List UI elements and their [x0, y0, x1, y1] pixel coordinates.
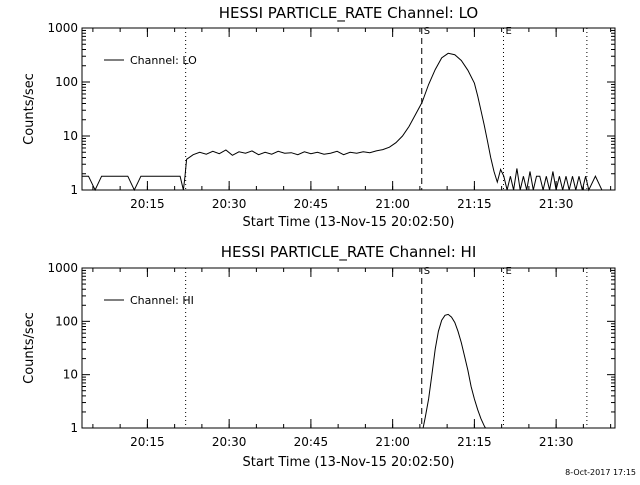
x-tick-label: 20:15	[130, 435, 165, 449]
time-marker-label: S	[424, 26, 430, 37]
y-axis-label: Counts/sec	[22, 73, 37, 145]
x-axis-label: Start Time (13-Nov-15 20:02:50)	[243, 455, 455, 470]
x-tick-label: 20:45	[294, 435, 329, 449]
x-tick-label: 21:15	[457, 435, 492, 449]
series-line	[82, 52, 615, 192]
time-marker-label: S	[424, 266, 430, 277]
x-tick-label: 20:30	[212, 197, 247, 211]
x-tick-label: 21:30	[539, 197, 574, 211]
y-tick-label: 100	[55, 314, 78, 328]
legend-label: Channel: HI	[130, 294, 194, 307]
y-tick-label: 1000	[47, 261, 78, 275]
time-marker-label: E	[505, 266, 511, 277]
y-tick-label: 1	[70, 421, 78, 435]
x-tick-label: 20:45	[294, 197, 329, 211]
plot-frame	[81, 267, 616, 429]
x-tick-label: 21:30	[539, 435, 574, 449]
x-tick-label: 20:30	[212, 435, 247, 449]
y-tick-label: 1000	[47, 21, 78, 35]
x-tick-label: 20:15	[130, 197, 165, 211]
y-tick-label: 100	[55, 75, 78, 89]
footer-timestamp: 8-Oct-2017 17:15	[565, 468, 636, 477]
chart-panel-hi: HESSI PARTICLE_RATE Channel: HI 1 10 100 100…	[22, 243, 616, 470]
y-axis-label: Counts/sec	[22, 312, 37, 384]
chart-panel-lo: HESSI PARTICLE_RATE Channel: LO 1 10 100 100…	[22, 4, 616, 230]
x-axis-label: Start Time (13-Nov-15 20:02:50)	[243, 215, 455, 230]
y-tick-label: 1	[70, 183, 78, 197]
x-tick-label: 21:00	[375, 435, 410, 449]
y-tick-label: 10	[63, 368, 78, 382]
series-line	[422, 313, 486, 429]
time-marker-label: E	[505, 26, 511, 37]
x-tick-label: 21:15	[457, 197, 492, 211]
chart-title: HESSI PARTICLE_RATE Channel: HI	[221, 243, 477, 262]
y-tick-label: 10	[63, 129, 78, 143]
x-tick-label: 21:00	[375, 197, 410, 211]
plot-frame	[81, 27, 616, 191]
chart-title: HESSI PARTICLE_RATE Channel: LO	[219, 4, 478, 23]
legend-label: Channel: LO	[130, 54, 197, 67]
